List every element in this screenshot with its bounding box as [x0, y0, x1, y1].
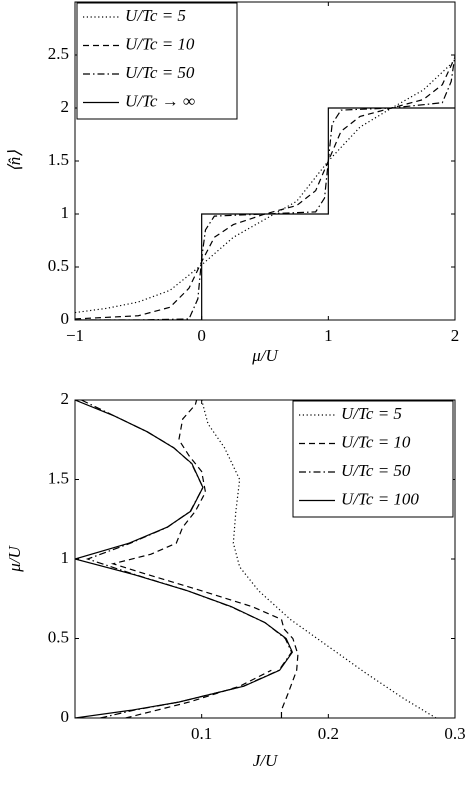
- x-tick-label: 0.3: [444, 724, 465, 743]
- legend-label: U/Tc → ∞: [125, 91, 195, 110]
- x-tick-label: 0.2: [318, 724, 339, 743]
- legend-label: U/Tc = 50: [125, 63, 195, 82]
- y-tick-label: 2: [61, 97, 70, 116]
- legend-label: U/Tc = 5: [125, 6, 186, 25]
- x-tick-label: 1: [324, 326, 333, 345]
- y-tick-label: 2.5: [48, 44, 69, 63]
- legend-label: U/Tc = 10: [125, 34, 195, 53]
- y-tick-label: 1: [61, 203, 70, 222]
- y-tick-label: 0: [61, 309, 70, 328]
- x-axis-label: J/U: [253, 751, 279, 770]
- y-tick-label: 0: [61, 707, 70, 726]
- x-tick-label: 2: [451, 326, 460, 345]
- y-tick-label: 2: [61, 389, 70, 408]
- series-line: [75, 107, 455, 320]
- y-axis-label: ⟨n̂⟩: [5, 150, 24, 172]
- y-tick-label: 0.5: [48, 627, 69, 646]
- legend-label: U/Tc = 5: [341, 404, 402, 423]
- series-line: [75, 56, 455, 320]
- series-line: [75, 54, 455, 320]
- x-tick-label: 0.1: [191, 724, 212, 743]
- legend-box: [76, 2, 238, 120]
- legend-box: [292, 400, 454, 518]
- series-line: [81, 400, 293, 718]
- series-line: [201, 400, 437, 718]
- y-axis-label: μ/U: [5, 545, 24, 573]
- legend-label: U/Tc = 50: [341, 461, 411, 480]
- y-tick-label: 0.5: [48, 256, 69, 275]
- series-line: [75, 400, 294, 718]
- y-tick-label: 1.5: [48, 468, 69, 487]
- y-tick-label: 1: [61, 548, 70, 567]
- series-line: [110, 400, 299, 718]
- x-tick-label: 0: [197, 326, 206, 345]
- x-tick-label: −1: [66, 326, 84, 345]
- legend-label: U/Tc = 100: [341, 489, 419, 508]
- legend-label: U/Tc = 10: [341, 432, 411, 451]
- y-tick-label: 1.5: [48, 150, 69, 169]
- x-axis-label: μ/U: [251, 346, 279, 365]
